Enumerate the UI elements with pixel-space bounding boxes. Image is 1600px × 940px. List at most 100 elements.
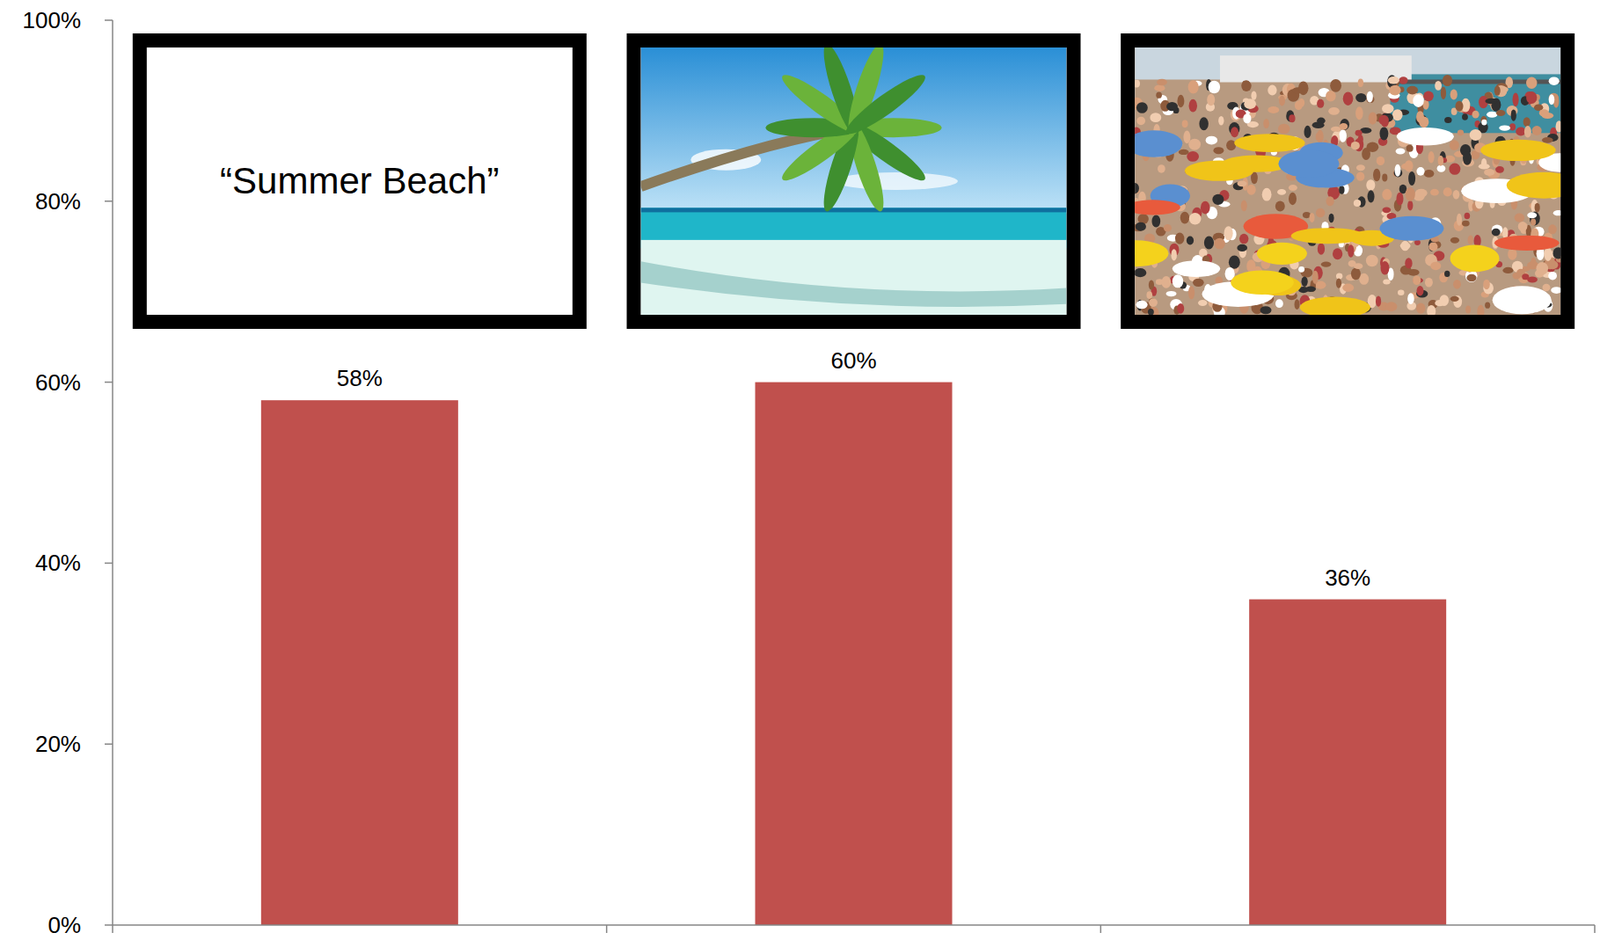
person — [1454, 101, 1463, 112]
person — [1385, 301, 1397, 312]
person — [1373, 168, 1381, 183]
person — [1379, 126, 1389, 140]
person — [1172, 274, 1184, 288]
person — [1453, 279, 1462, 290]
person — [1134, 268, 1147, 278]
person — [1406, 86, 1418, 95]
person — [1498, 124, 1511, 131]
person — [1338, 129, 1347, 143]
umbrella — [1291, 227, 1366, 244]
person — [1294, 299, 1301, 310]
person — [1381, 189, 1392, 201]
y-tick-label: 80% — [35, 188, 81, 215]
x-tick — [111, 925, 114, 934]
person — [1303, 125, 1311, 139]
person — [1186, 236, 1194, 246]
y-axis-line — [111, 20, 114, 926]
category-frame — [634, 40, 1074, 322]
person — [1541, 137, 1554, 144]
person — [1278, 124, 1291, 135]
person — [1483, 279, 1491, 290]
person — [1204, 235, 1214, 249]
umbrella — [1480, 139, 1557, 161]
person — [1338, 185, 1345, 194]
person — [1366, 141, 1380, 153]
person — [1163, 224, 1172, 233]
person — [1524, 125, 1532, 139]
person — [1155, 278, 1164, 285]
person — [1212, 194, 1224, 205]
person — [1483, 168, 1495, 176]
person — [1481, 119, 1487, 126]
person — [1351, 141, 1360, 150]
y-tick — [104, 381, 113, 384]
umbrella — [1450, 245, 1500, 273]
person — [1388, 85, 1401, 96]
horizon — [641, 207, 1067, 212]
person — [1478, 163, 1491, 170]
umbrella — [1134, 240, 1169, 267]
person — [1512, 92, 1520, 107]
umbrella — [1379, 216, 1444, 242]
person — [1514, 213, 1526, 223]
person — [1136, 102, 1148, 114]
y-tick-label: 20% — [35, 730, 81, 758]
person — [1151, 214, 1161, 227]
person — [1423, 91, 1434, 103]
umbrella — [1494, 235, 1560, 251]
person — [1149, 112, 1162, 123]
person — [1188, 285, 1195, 300]
person — [1415, 189, 1428, 198]
person — [1166, 102, 1178, 111]
person — [1180, 211, 1190, 225]
y-tick — [104, 743, 113, 746]
person — [1526, 91, 1537, 104]
person — [1176, 303, 1184, 315]
person — [1351, 267, 1361, 280]
category-frame — [139, 40, 580, 322]
person — [1208, 80, 1221, 95]
person — [1465, 306, 1471, 315]
person — [1535, 262, 1549, 276]
person — [1241, 200, 1248, 212]
x-tick — [606, 925, 608, 934]
person — [1329, 79, 1342, 93]
person — [1288, 192, 1297, 205]
person — [1212, 146, 1224, 154]
person — [1401, 241, 1411, 252]
person — [1443, 187, 1453, 197]
person — [1509, 123, 1516, 131]
person — [1395, 164, 1402, 177]
person — [1321, 261, 1332, 267]
person — [1395, 192, 1403, 206]
person — [1134, 80, 1140, 88]
person — [1325, 90, 1336, 102]
person — [1552, 247, 1561, 259]
person — [1439, 294, 1450, 307]
person — [1339, 123, 1349, 131]
cloud — [834, 172, 958, 190]
y-tick-label: 60% — [35, 369, 81, 396]
palm-frond — [840, 68, 931, 141]
sea — [1390, 73, 1562, 133]
person — [1183, 130, 1191, 144]
umbrella — [1172, 260, 1221, 278]
umbrella — [1492, 285, 1552, 315]
bar — [755, 382, 953, 926]
person — [1406, 145, 1414, 153]
person — [1358, 273, 1369, 285]
x-tick — [1593, 925, 1596, 934]
person — [1298, 266, 1305, 273]
person — [1188, 80, 1199, 94]
x-axis-line — [112, 924, 1595, 927]
umbrella — [1300, 297, 1371, 315]
person — [1135, 300, 1148, 310]
person — [1412, 94, 1424, 108]
person — [1275, 299, 1284, 308]
person — [1358, 134, 1364, 144]
person — [1309, 212, 1316, 223]
person — [1461, 220, 1470, 227]
person — [1521, 273, 1529, 280]
person — [1226, 139, 1236, 151]
person — [1358, 78, 1364, 88]
